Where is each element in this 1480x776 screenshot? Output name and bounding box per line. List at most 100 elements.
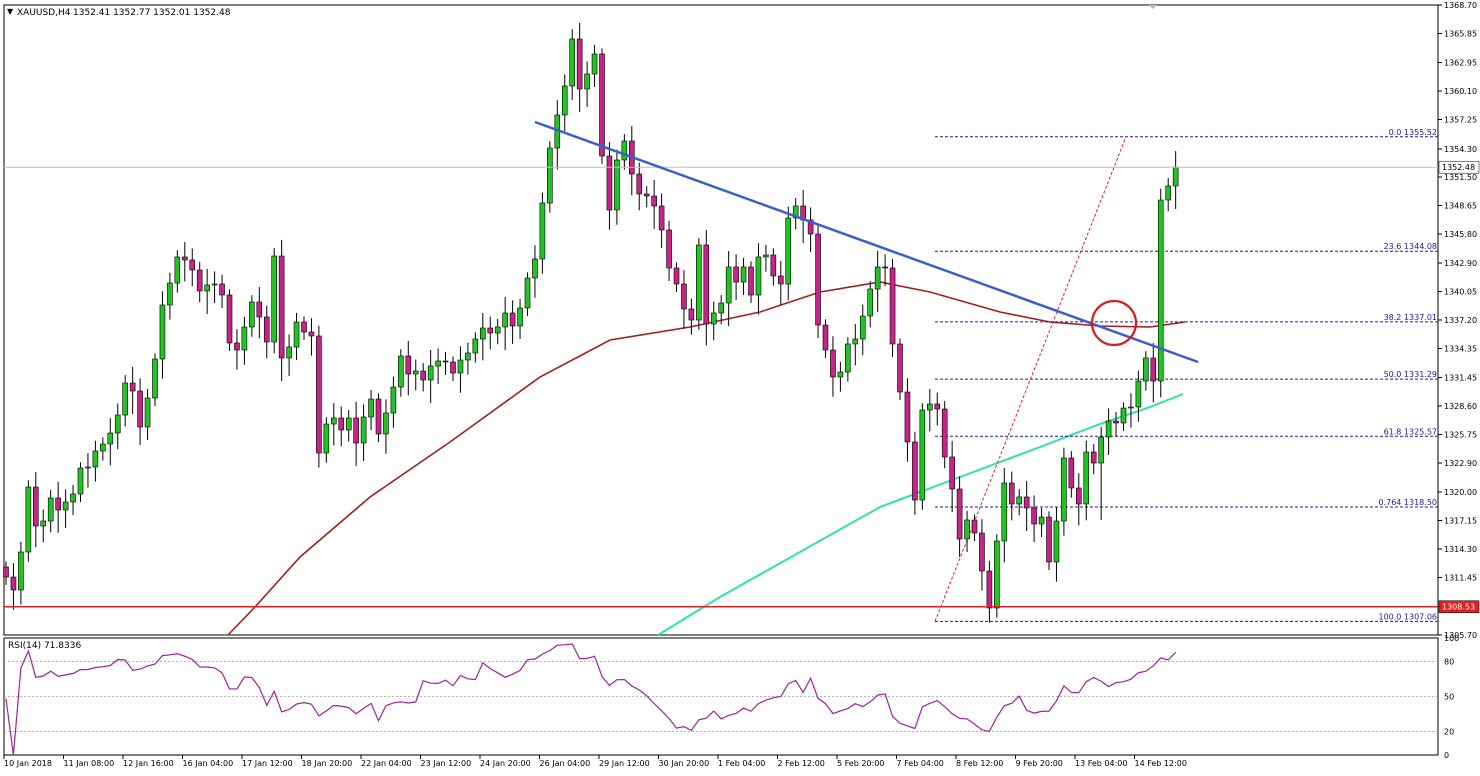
candle-body [226, 294, 233, 344]
candle-body [479, 327, 486, 340]
candle-body [1113, 420, 1119, 424]
candle-body [182, 256, 188, 261]
fib-level-label: 61.8 1325.57 [1384, 427, 1437, 436]
candle-body [1038, 516, 1045, 525]
time-tick-label: 5 Feb 20:00 [837, 759, 884, 768]
time-tick-label: 22 Jan 04:00 [361, 759, 412, 768]
candle-body [316, 335, 322, 454]
candle-body [390, 386, 397, 414]
candle-body [777, 275, 784, 285]
candle-body [55, 497, 61, 511]
candle-body [1172, 166, 1179, 187]
candle-body [569, 38, 576, 87]
price-tick-label: 1334.35 [1444, 345, 1477, 354]
price-tick-label: 1340.05 [1444, 288, 1477, 297]
candle-body [696, 244, 702, 321]
price-tick-label: 1348.65 [1444, 202, 1477, 211]
candle-body [152, 358, 158, 399]
price-tick-label: 1362.95 [1444, 59, 1477, 68]
time-tick-label: 29 Jan 12:00 [599, 759, 650, 768]
symbol-dropdown-icon[interactable]: ▼ [7, 7, 14, 16]
candle-body [1008, 482, 1015, 505]
candle-body [725, 266, 732, 304]
candle-body [457, 359, 464, 374]
price-tick-label: 1325.75 [1444, 431, 1477, 440]
candle-body [465, 352, 471, 361]
candle-body [926, 403, 933, 411]
candle-body [375, 398, 382, 435]
candle-body [137, 390, 143, 428]
candle-body [599, 53, 605, 157]
price-tick-label: 1311.45 [1444, 574, 1477, 583]
time-tick-label: 1 Feb 04:00 [718, 759, 765, 768]
candle-body [107, 432, 114, 445]
price-tick-label: 1365.85 [1444, 30, 1477, 39]
candle-body [539, 202, 546, 260]
candle-body [144, 397, 151, 428]
candle-body [25, 486, 32, 553]
time-tick-label: 24 Jan 20:00 [480, 759, 531, 768]
candle-body [129, 382, 136, 392]
candle-body [822, 324, 829, 351]
price-tick-label: 1351.50 [1444, 173, 1477, 182]
candle-body [986, 570, 993, 609]
candle-body [666, 229, 672, 269]
candle-body [92, 450, 99, 468]
candle-body [710, 312, 717, 325]
candle-body [1068, 457, 1075, 489]
candle-body [584, 73, 590, 90]
current-price-tag-box [1438, 160, 1480, 174]
candle-body [673, 267, 680, 285]
drawn-objects[interactable] [4, 120, 1438, 608]
candle-body [70, 493, 76, 503]
candle-body [919, 409, 926, 501]
candle-body [1120, 407, 1127, 424]
chart-shift-marker[interactable] [1149, 5, 1157, 9]
candle-body [852, 338, 859, 345]
candle-body [249, 301, 255, 328]
candle-body [412, 370, 419, 375]
rsi-tick-label: 50 [1444, 693, 1454, 702]
candle-body [614, 159, 620, 211]
candle-body [323, 423, 330, 454]
candle-body [1150, 357, 1157, 382]
candle-body [606, 155, 613, 211]
candle-body [949, 456, 955, 490]
time-axis: 10 Jan 2018 11 Jan 08:00 12 Jan 16:00 16 Ja… [3, 755, 1187, 768]
candle-body [576, 38, 583, 90]
price-tick-label: 1368.70 [1444, 1, 1477, 10]
rsi-axis: 0 20 50 80 100 [4, 634, 1459, 760]
rsi-line [5, 643, 1177, 756]
symbol-label: XAUUSD,H4 [17, 8, 71, 18]
price-tick-label: 1345.80 [1444, 230, 1477, 239]
candle-body [204, 284, 210, 292]
candle-body [398, 355, 404, 388]
candle-body [971, 519, 978, 534]
candle-body [196, 269, 203, 292]
candle-body [651, 195, 657, 207]
candle-body [748, 266, 754, 296]
candle-body [859, 315, 866, 340]
candle-body [964, 519, 970, 540]
time-tick-label: 2 Feb 12:00 [778, 759, 825, 768]
fib-level-label: 50.0 1331.29 [1384, 370, 1437, 379]
candle-body [509, 312, 516, 327]
candle-body [278, 255, 285, 359]
support-price-tag-box [1438, 600, 1480, 613]
candle-body [636, 173, 643, 195]
fibonacci-retracement[interactable]: 0.0 1355.52 23.6 1344.08 38.2 1337.01 50.0 … [934, 128, 1438, 622]
candle-body [681, 283, 687, 310]
candle-body [1128, 406, 1134, 409]
candle-body [1098, 436, 1104, 464]
time-tick-label: 18 Jan 20:00 [302, 759, 353, 768]
price-tick-label: 1320.00 [1444, 488, 1477, 497]
candle-body [189, 259, 196, 271]
price-tick-label: 1328.60 [1444, 402, 1477, 411]
price-tick-label: 1342.90 [1444, 259, 1477, 268]
breakout-circle [1090, 299, 1138, 347]
fib-level-label: 100.0 1307.06 [1378, 612, 1437, 621]
time-tick-label: 30 Jan 20:00 [659, 759, 710, 768]
rsi-tick-label: 100 [1444, 634, 1459, 643]
candle-body [1023, 496, 1030, 509]
